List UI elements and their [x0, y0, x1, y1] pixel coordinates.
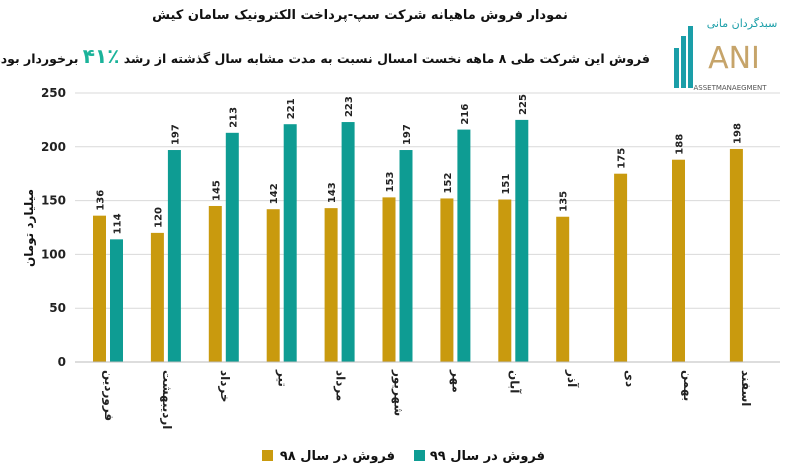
logo-brand-fa: سبدگردان مانی	[707, 17, 778, 30]
chart-subtitle: فروش این شرکت طی ۸ ماهه نخست امسال نسبت …	[0, 44, 650, 68]
bar-98	[440, 198, 454, 362]
y-tick-label: 100	[41, 247, 66, 261]
data-label: 221	[286, 98, 297, 119]
x-tick-label: خرداد	[218, 370, 232, 403]
data-label: 153	[385, 171, 396, 192]
bar-99	[457, 129, 471, 362]
company-logo: سبدگردان مانی ANI ASSETMANAEGMENT	[674, 17, 778, 92]
data-label: 197	[402, 124, 413, 145]
bar-99	[225, 132, 239, 362]
y-tick-label: 250	[41, 86, 66, 100]
subtitle-after: برخوردار بوده است.	[0, 51, 79, 66]
logo-tagline: ASSETMANAEGMENT	[693, 84, 767, 92]
data-label: 145	[211, 180, 222, 201]
x-tick-label: اسفند	[739, 370, 753, 406]
x-tick-label: تیر	[276, 369, 290, 387]
bar-98	[324, 208, 338, 362]
data-label: 213	[228, 107, 239, 128]
y-tick-label: 200	[41, 140, 66, 154]
bar-98	[150, 232, 164, 362]
data-label: 225	[518, 94, 529, 115]
bar-98	[498, 199, 512, 362]
logo-bar	[674, 48, 679, 88]
bar-98	[556, 216, 570, 362]
data-label: 152	[443, 173, 454, 194]
x-tick-label: مهر	[449, 369, 463, 393]
bar-99	[283, 124, 297, 362]
data-label: 143	[327, 182, 338, 203]
growth-percent: ٪۴۱	[82, 44, 120, 68]
y-tick-label: 50	[49, 301, 66, 315]
y-axis-label: میلیارد تومان	[22, 189, 37, 267]
x-tick-label: مرداد	[334, 370, 348, 401]
x-tick-label: آبان	[507, 370, 522, 394]
legend-label-99: فروش در سال ۹۹	[430, 449, 545, 464]
bar-98	[614, 173, 628, 362]
bar-99	[341, 122, 355, 362]
logo-brand-en: ANI	[708, 41, 760, 76]
bar-99	[110, 239, 123, 362]
data-label: 135	[559, 191, 570, 212]
logo-bar	[688, 26, 693, 88]
bar-99	[399, 150, 413, 362]
y-tick-label: 150	[41, 194, 66, 208]
data-label: 216	[460, 104, 471, 125]
x-tick-label: فروردین	[101, 370, 116, 421]
data-label: 198	[732, 123, 743, 144]
data-label: 142	[269, 183, 280, 204]
bar-99	[515, 119, 529, 363]
bar-99	[167, 150, 181, 362]
bar-98	[729, 148, 743, 362]
data-label: 197	[170, 124, 181, 145]
x-tick-label: دی	[623, 370, 637, 387]
bar-98	[672, 159, 685, 362]
bar-98	[266, 209, 280, 362]
legend-swatch-98	[262, 450, 273, 461]
data-label: 175	[617, 148, 628, 169]
x-tick-label: شهریور	[391, 369, 406, 416]
legend-label-98: فروش در سال ۹۸	[280, 449, 395, 464]
x-tick-label: آذر	[565, 369, 580, 388]
chart-title: نمودار فروش ماهیانه شرکت سپ-پرداخت الکتر…	[152, 8, 568, 23]
data-label: 223	[344, 96, 355, 117]
data-label: 120	[153, 207, 164, 228]
data-label: 114	[113, 213, 124, 234]
x-tick-label: بهمن	[681, 370, 695, 401]
x-tick-label: اردیبهشت	[160, 370, 174, 429]
data-label: 151	[501, 174, 512, 195]
logo-bar	[681, 36, 686, 88]
data-label: 188	[675, 134, 686, 155]
bar-98	[208, 205, 222, 362]
subtitle-before: فروش این شرکت طی ۸ ماهه نخست امسال نسبت …	[123, 51, 650, 66]
data-label: 136	[96, 190, 107, 211]
y-tick-label: 0	[58, 355, 66, 369]
bar-98	[93, 215, 106, 362]
legend-swatch-99	[414, 450, 425, 461]
bar-98	[382, 197, 396, 362]
